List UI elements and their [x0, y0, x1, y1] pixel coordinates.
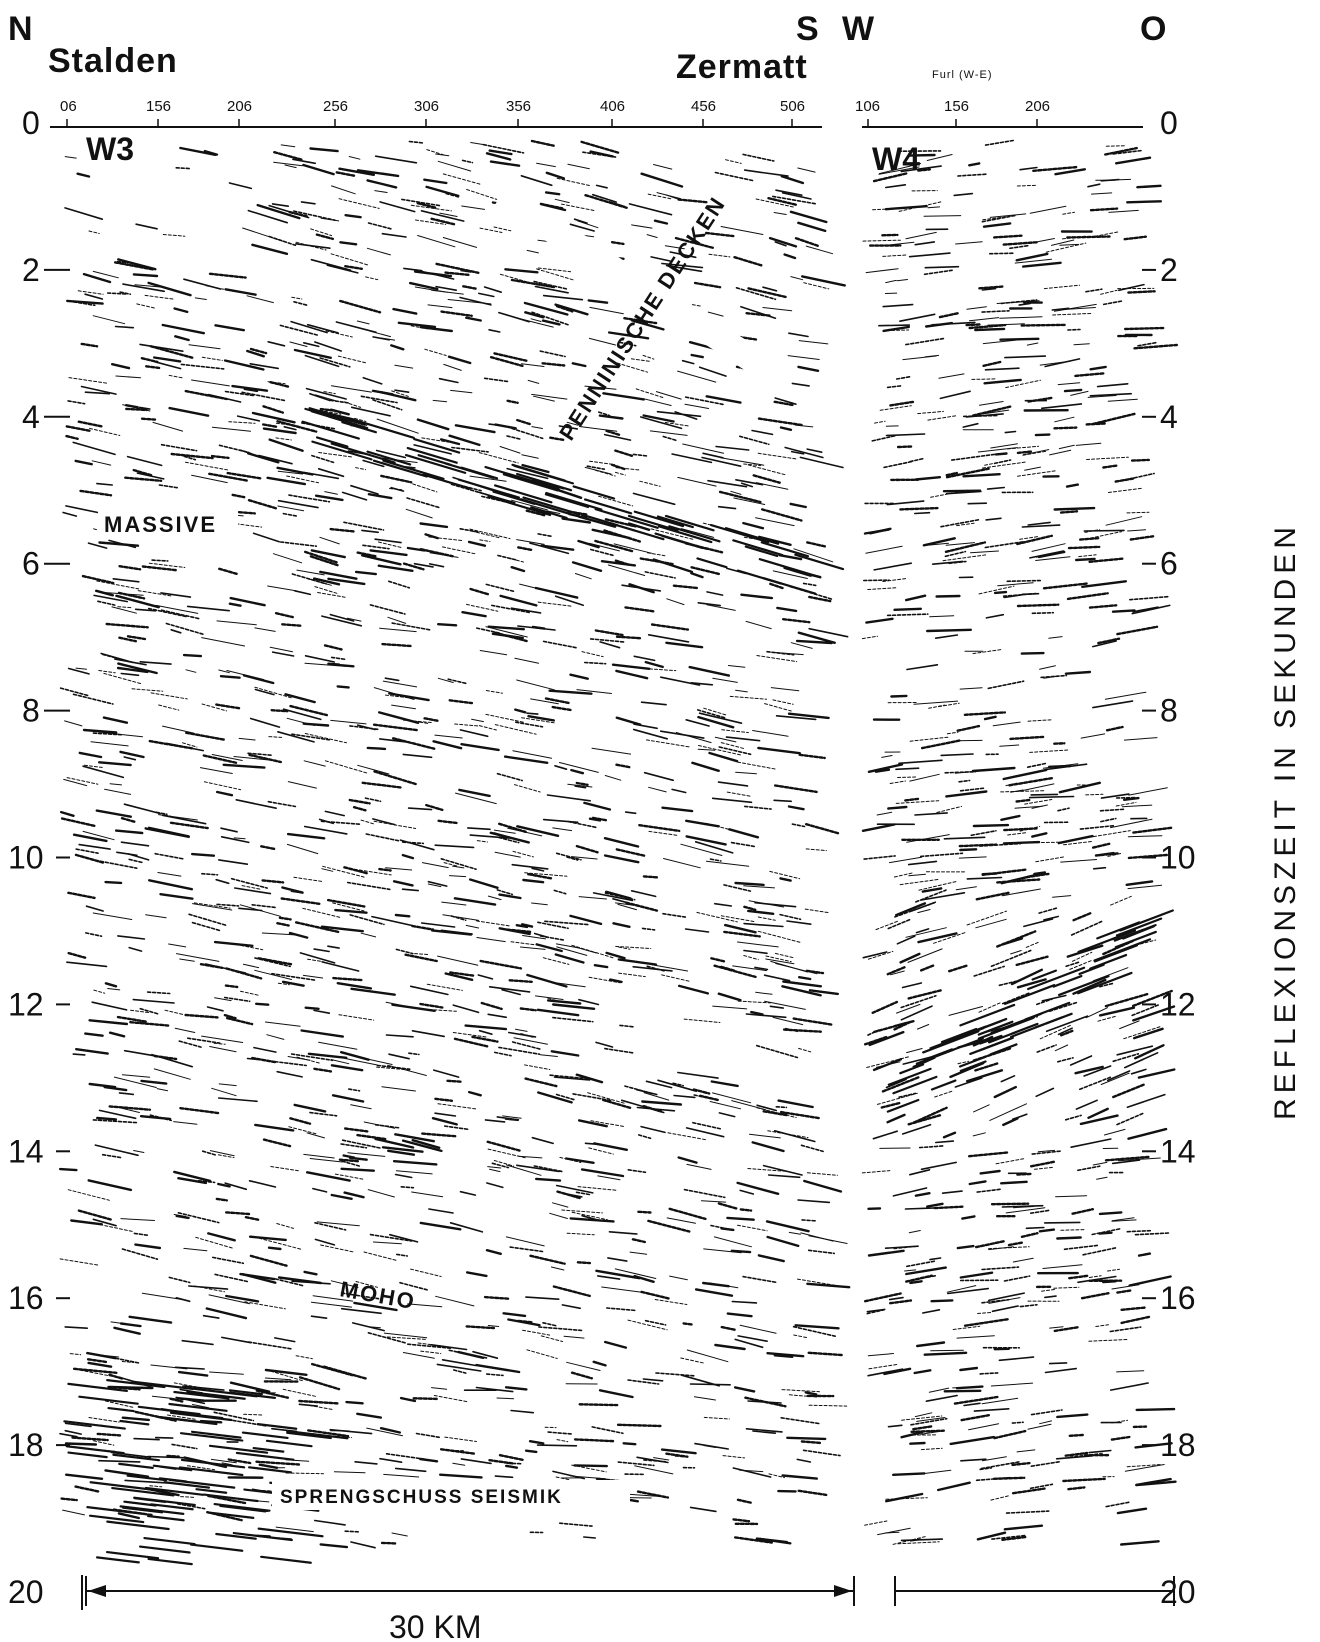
right-time-tick-label: 8	[1160, 693, 1178, 729]
right-time-tick-label: 0	[1160, 105, 1178, 141]
left-time-tick-label: 2	[22, 252, 40, 288]
w4-reflection-pattern	[861, 139, 1179, 1546]
left-time-tick-label: 12	[8, 986, 44, 1022]
w3-tick-label: 306	[414, 98, 439, 115]
sprengschuss-label: SPRENGSCHUSS SEISMIK	[280, 1487, 563, 1508]
north-label: N	[8, 10, 33, 48]
w3-tick-label: 506	[780, 98, 805, 115]
right-time-tick-label: 12	[1160, 986, 1196, 1022]
w3-tick-label: 156	[146, 98, 171, 115]
w3-top-ticks: 06 156 206 256 306 356 406 456 506	[60, 98, 805, 127]
scale-bar-label: 30 KM	[389, 1609, 481, 1642]
w3-tick-label: 406	[600, 98, 625, 115]
place-stalden: Stalden	[48, 42, 178, 80]
place-zermatt: Zermatt	[676, 48, 808, 86]
moho-label: MOHO	[338, 1276, 418, 1314]
right-time-tick-label: 4	[1160, 399, 1178, 435]
w4-header: Furl (W-E)	[932, 69, 993, 81]
left-time-axis: 0 2 4 6 8 10 12 14 16 18 20	[8, 105, 83, 1610]
right-time-tick-label: 18	[1160, 1427, 1196, 1463]
w3-reflection-pattern	[59, 139, 851, 1566]
w3-tick-label: 06	[60, 98, 77, 115]
south-label: S	[796, 10, 819, 48]
y-axis-title: REFLEXIONSZEIT IN SEKUNDEN	[1269, 522, 1302, 1120]
left-time-tick-label: 18	[8, 1427, 44, 1463]
left-time-tick-label: 6	[22, 546, 40, 582]
east-label: O	[1140, 10, 1166, 48]
w3-tick-label: 206	[227, 98, 252, 115]
left-time-tick-label: 4	[22, 399, 40, 435]
w4-tick-label: 156	[944, 98, 969, 115]
left-time-tick-label: 8	[22, 693, 40, 729]
left-time-tick-label: 0	[22, 105, 40, 141]
w3-tick-label: 456	[691, 98, 716, 115]
w4-top-ticks: 106 156 206	[855, 98, 1050, 127]
left-time-tick-label: 14	[8, 1133, 44, 1169]
right-time-tick-label: 14	[1160, 1133, 1196, 1169]
left-time-tick-label: 10	[8, 840, 44, 876]
scale-bar-30km	[85, 1576, 855, 1606]
scale-bar-w4	[894, 1576, 1175, 1606]
sprengschuss-label-bg	[272, 1480, 630, 1510]
right-time-tick-label: 10	[1160, 840, 1196, 876]
west-label: W	[842, 10, 875, 48]
w3-tick-label: 256	[323, 98, 348, 115]
right-time-tick-label: 16	[1160, 1280, 1196, 1316]
right-time-tick-label: 6	[1160, 546, 1178, 582]
left-time-tick-label: 20	[8, 1574, 44, 1610]
w3-tick-label: 356	[506, 98, 531, 115]
w4-tick-label: 206	[1025, 98, 1050, 115]
massive-label-bg	[98, 508, 238, 538]
left-time-tick-label: 16	[8, 1280, 44, 1316]
w4-tick-label: 106	[855, 98, 880, 115]
massive-label: MASSIVE	[104, 512, 217, 537]
panel-label-w3: W3	[86, 131, 134, 167]
right-time-tick-label: 2	[1160, 252, 1178, 288]
